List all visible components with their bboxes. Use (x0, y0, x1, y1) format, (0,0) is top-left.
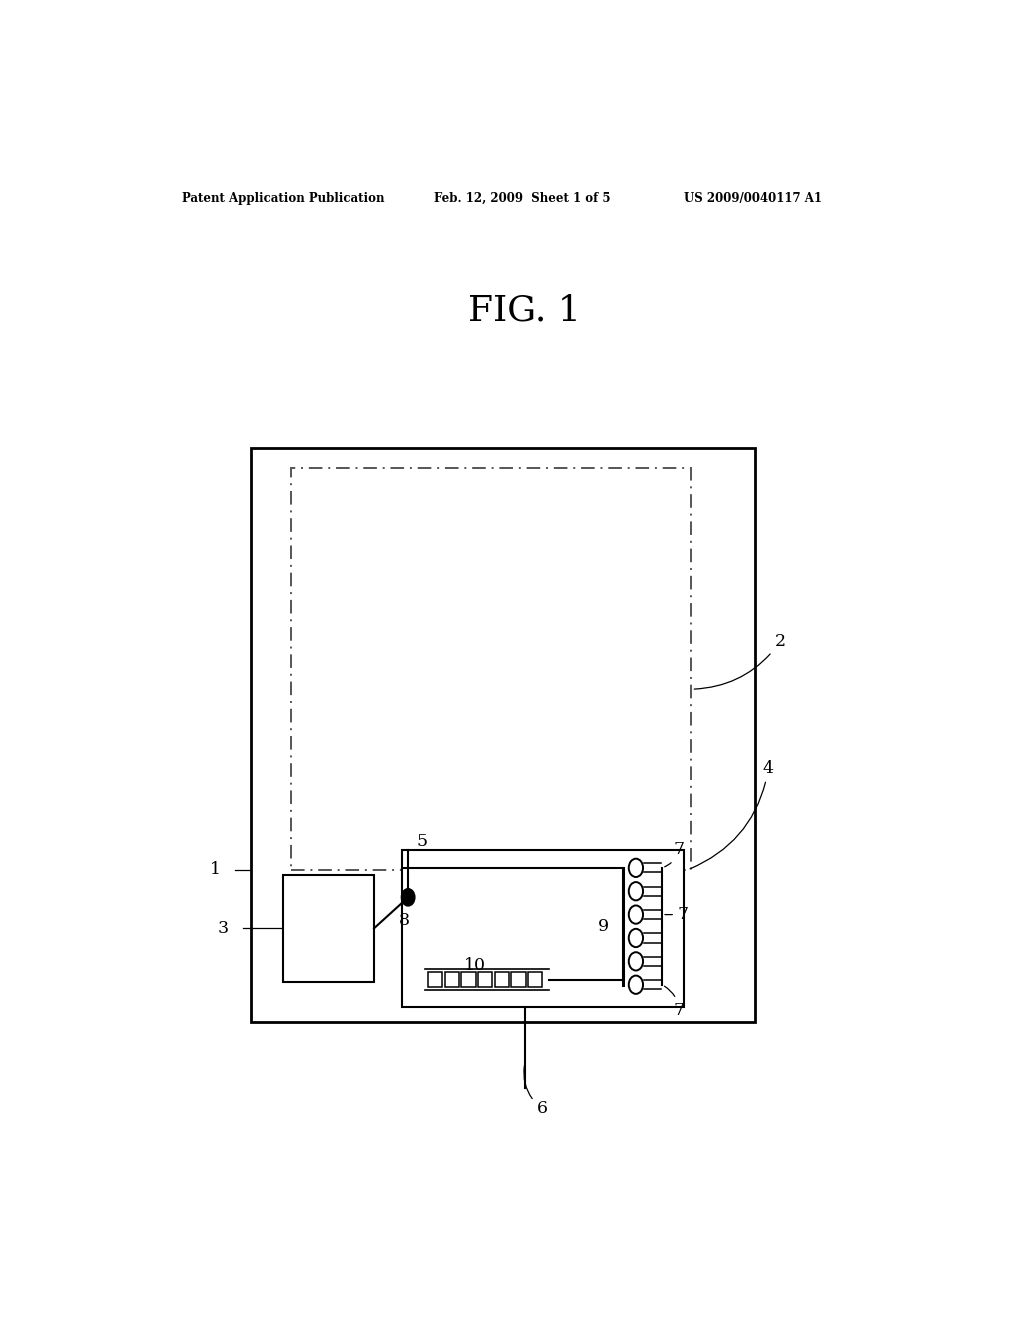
Bar (291, 469, 691, 870)
Bar (461, 972, 475, 987)
Text: 3: 3 (218, 920, 228, 937)
Text: 7: 7 (665, 906, 689, 923)
Text: 9: 9 (598, 917, 609, 935)
Circle shape (401, 888, 415, 906)
Bar (428, 972, 442, 987)
Bar (478, 972, 493, 987)
Bar (511, 972, 525, 987)
Text: 7: 7 (665, 841, 685, 867)
Text: 5: 5 (416, 833, 427, 850)
Text: 10: 10 (464, 957, 485, 974)
Text: 8: 8 (398, 912, 410, 929)
Text: 7: 7 (665, 986, 685, 1019)
Text: 6: 6 (524, 1065, 548, 1117)
Text: 2: 2 (694, 632, 785, 689)
Bar (283, 875, 374, 982)
Bar (444, 972, 459, 987)
Bar (251, 447, 755, 1022)
Text: Patent Application Publication: Patent Application Publication (182, 191, 384, 205)
Text: 1: 1 (210, 862, 221, 878)
Text: Feb. 12, 2009  Sheet 1 of 5: Feb. 12, 2009 Sheet 1 of 5 (433, 191, 610, 205)
Text: 4: 4 (690, 760, 774, 869)
Bar (528, 972, 543, 987)
Text: FIG. 1: FIG. 1 (468, 294, 582, 327)
Bar (401, 850, 684, 1007)
Text: US 2009/0040117 A1: US 2009/0040117 A1 (684, 191, 821, 205)
Bar (495, 972, 509, 987)
